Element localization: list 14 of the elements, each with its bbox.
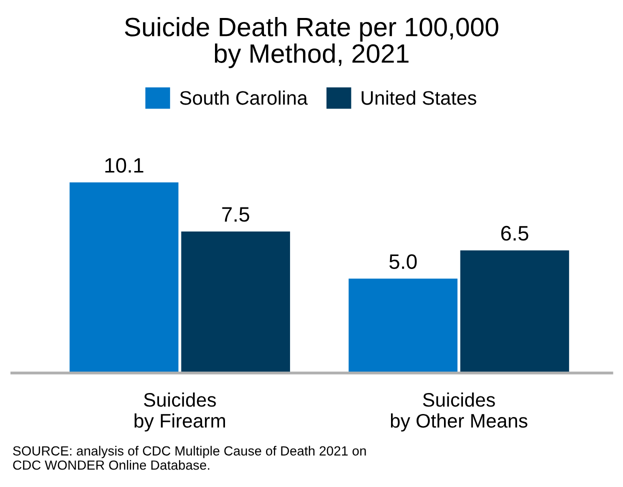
bar [181,231,290,374]
x-tick-label: Suicides by Other Means [390,392,528,432]
legend-label: South Carolina [180,90,308,105]
bar [70,182,178,374]
chart-title: Suicide Death Rate per 100,000 by Method, 2021 [124,17,498,68]
bar [348,278,458,374]
data-label: 5.0 [389,254,417,269]
legend-label: United States [362,90,476,105]
data-label: 6.5 [501,226,528,241]
bar [460,250,570,374]
data-label: 7.5 [222,207,250,222]
data-label: 10.1 [105,158,144,173]
x-tick-label: Suicides by Firearm [134,392,225,432]
source-note: SOURCE: analysis of CDC Multiple Cause of Death 2021 on CDC WONDER Online Database. [13,446,366,470]
